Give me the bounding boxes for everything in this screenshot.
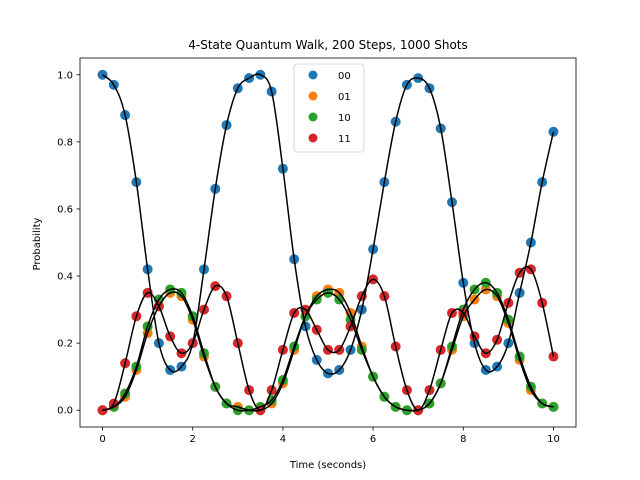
x-tick-label: 8 [460,434,466,445]
y-tick-label: 0.6 [57,204,73,215]
axes: 0 2 4 6 8 10 0.0 0.2 0.4 0.6 0.8 1.0 [57,57,577,445]
fit-line-10 [102,281,554,412]
fit-line-00 [102,73,555,375]
x-axis-label: Time (seconds) [289,460,366,471]
chart-title: 4-State Quantum Walk, 200 Steps, 1000 Sh… [188,38,468,52]
point-00 [548,126,559,137]
legend-box [293,63,365,153]
legend: 00 01 10 11 [293,63,365,153]
y-tick-label: 0.2 [57,339,73,350]
legend-label-01: 01 [338,92,351,103]
point-00 [97,69,108,80]
y-tick-label: 0.0 [57,406,73,417]
point-10 [548,401,559,412]
data-group [97,69,559,416]
point-11 [97,405,108,416]
plot-area [97,69,559,416]
point-11 [548,351,559,362]
y-tick-label: 0.8 [57,137,73,148]
legend-marker-11 [308,133,318,143]
legend-marker-01 [308,91,318,101]
legend-label-00: 00 [338,71,351,82]
axes-frame [79,57,577,428]
legend-marker-10 [308,112,318,122]
x-tick-label: 2 [190,434,196,445]
y-tick-label: 1.0 [57,70,73,81]
x-tick-label: 10 [547,434,560,445]
legend-marker-00 [308,70,318,80]
y-tick-label: 0.4 [57,272,73,283]
fit-line-11 [102,265,555,411]
y-axis-label: Probability [32,217,43,270]
x-tick-label: 4 [280,434,286,445]
fit-line-01 [102,288,554,412]
legend-label-10: 10 [338,113,351,124]
legend-label-11: 11 [338,134,351,145]
x-tick-label: 6 [370,434,376,445]
x-tick-label: 0 [99,434,105,445]
